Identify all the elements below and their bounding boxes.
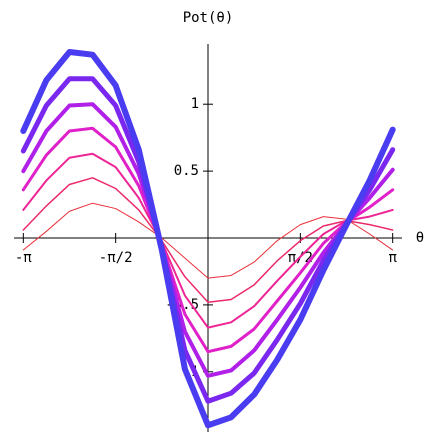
series-line	[20, 76, 396, 404]
series-line	[22, 202, 394, 279]
series-line	[21, 126, 395, 354]
y-axis-label: Pot(θ)	[183, 10, 234, 26]
x-tick-label: π	[388, 250, 397, 266]
series-line	[22, 152, 394, 329]
series-line	[20, 49, 396, 429]
series-line	[22, 177, 394, 303]
x-axis-label: θ	[416, 230, 424, 246]
y-tick-label: 0.5	[174, 163, 199, 179]
x-tick-label: -π	[15, 250, 32, 266]
series-line	[21, 102, 395, 378]
y-tick-label: 1	[191, 96, 199, 112]
x-tick-label: -π/2	[99, 250, 133, 266]
